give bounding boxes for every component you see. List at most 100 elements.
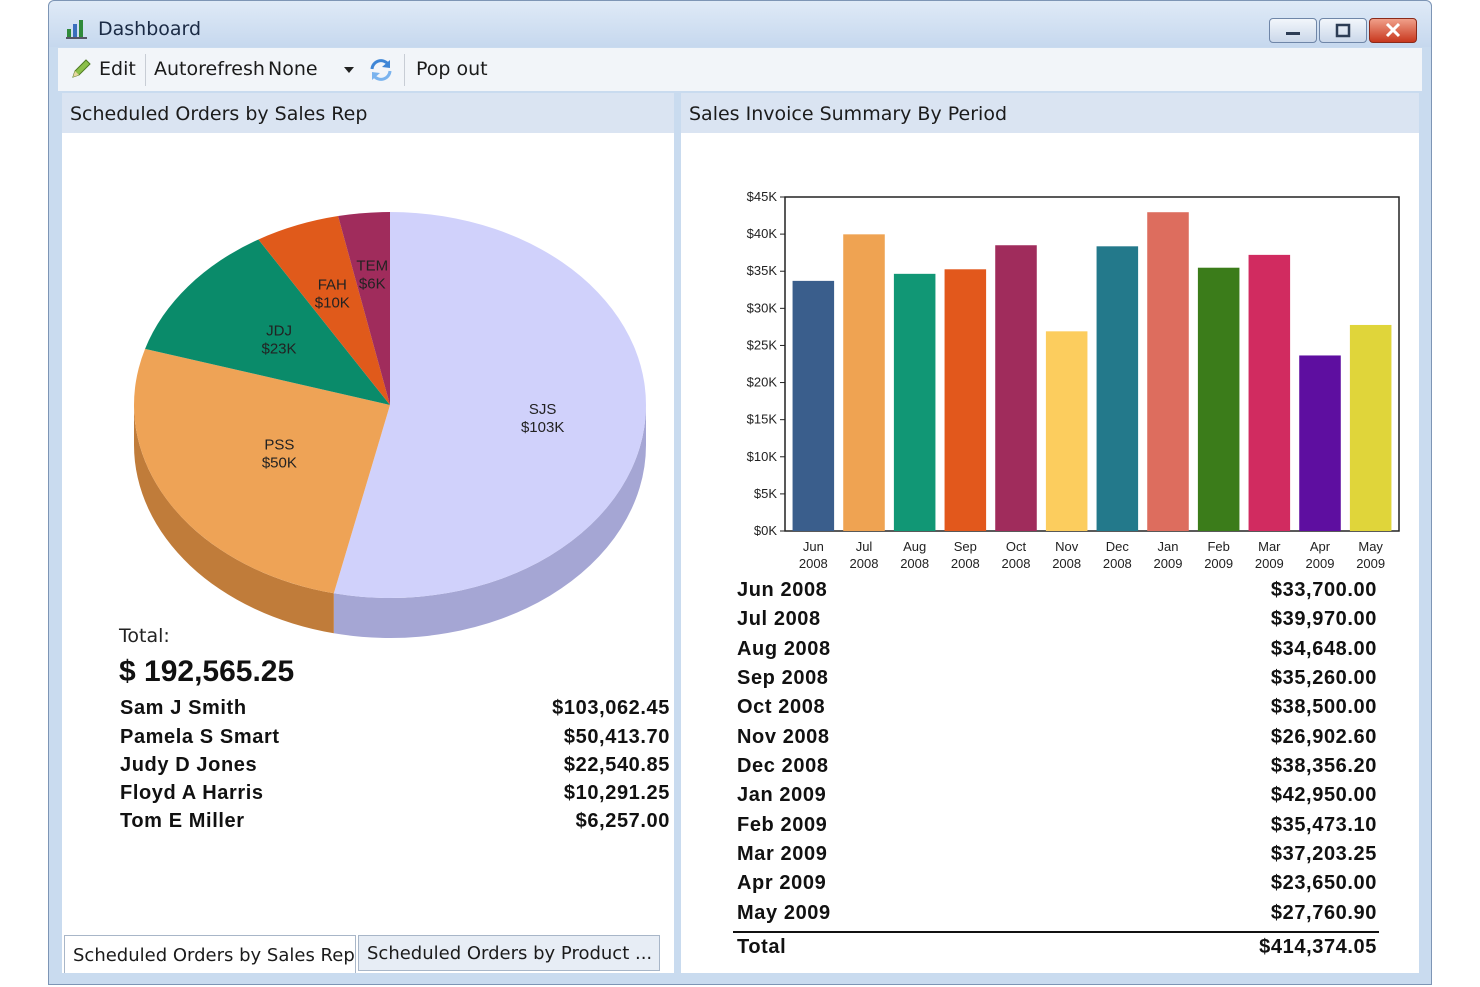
period-amount: $27,760.90 xyxy=(1270,902,1377,924)
bar-jun-2008 xyxy=(792,280,835,531)
x-tick-label-year: 2008 xyxy=(799,556,828,571)
toolbar-separator xyxy=(145,54,146,86)
panel-title: Sales Invoice Summary By Period xyxy=(689,103,1007,125)
table-row: Jun 2008 $33,700.00 xyxy=(737,579,1377,609)
bar-may-2009 xyxy=(1349,324,1392,531)
minimize-icon xyxy=(1286,32,1300,35)
x-tick-label-month: Sep xyxy=(954,539,977,554)
tab-by-product[interactable]: Scheduled Orders by Product ... xyxy=(358,935,660,971)
pie-label-value: $23K xyxy=(262,341,297,358)
dashboard-window: Dashboard Edit Autorefresh None Pop xyxy=(48,0,1432,985)
minimize-button[interactable] xyxy=(1269,18,1317,43)
edit-button[interactable]: Edit xyxy=(99,58,136,80)
y-tick-label: $15K xyxy=(747,412,778,427)
x-tick-label-year: 2008 xyxy=(951,556,980,571)
rep-name: Pamela S Smart xyxy=(120,726,280,748)
title-bar[interactable]: Dashboard xyxy=(49,1,1431,47)
period-label: May 2009 xyxy=(737,902,831,924)
close-button[interactable] xyxy=(1369,18,1417,43)
refresh-icon[interactable] xyxy=(368,57,394,83)
table-row: Oct 2008 $38,500.00 xyxy=(737,696,1377,726)
list-item: Sam J Smith $103,062.45 xyxy=(120,697,670,727)
period-label: Nov 2008 xyxy=(737,726,830,748)
pop-out-button[interactable]: Pop out xyxy=(416,58,488,80)
table-row: Feb 2009 $35,473.10 xyxy=(737,814,1377,844)
tab-sales-rep[interactable]: Scheduled Orders by Sales Rep xyxy=(64,935,356,973)
x-tick-label-month: Jul xyxy=(856,539,873,554)
x-tick-label-year: 2009 xyxy=(1204,556,1233,571)
x-tick-label-year: 2009 xyxy=(1154,556,1183,571)
pie-label-value: $6K xyxy=(359,275,386,292)
period-amount: $23,650.00 xyxy=(1270,872,1377,894)
total-value: $ 192,565.25 xyxy=(119,655,295,688)
table-row: Jan 2009 $42,950.00 xyxy=(737,784,1377,814)
x-tick-label-month: Nov xyxy=(1055,539,1079,554)
panel-header: Scheduled Orders by Sales Rep xyxy=(62,93,674,133)
x-tick-label-month: May xyxy=(1358,539,1383,554)
period-label: Sep 2008 xyxy=(737,667,829,689)
x-tick-label-month: Feb xyxy=(1207,539,1229,554)
bar-nov-2008 xyxy=(1045,331,1088,531)
x-tick-label-month: Jan xyxy=(1158,539,1179,554)
period-amount: $34,648.00 xyxy=(1270,638,1377,660)
pie-slice-sjs xyxy=(333,212,646,598)
pie-label-name: SJS xyxy=(529,401,557,418)
tab-label: Scheduled Orders by Sales Rep xyxy=(73,945,355,966)
pie-label-name: JDJ xyxy=(266,323,292,340)
period-amount: $26,902.60 xyxy=(1270,726,1377,748)
table-row: May 2009 $27,760.90 xyxy=(737,902,1377,932)
y-tick-label: $0K xyxy=(754,523,777,538)
rep-name: Sam J Smith xyxy=(120,697,247,719)
x-tick-label-year: 2009 xyxy=(1255,556,1284,571)
total-label: Total: xyxy=(119,625,170,647)
x-tick-label-month: Apr xyxy=(1310,539,1331,554)
pie-slice-jdj xyxy=(145,239,390,405)
list-item: Tom E Miller $6,257.00 xyxy=(120,810,670,840)
period-amount: $35,260.00 xyxy=(1270,667,1377,689)
rep-name: Judy D Jones xyxy=(120,754,258,776)
x-tick-label-month: Dec xyxy=(1106,539,1130,554)
x-tick-label-year: 2009 xyxy=(1356,556,1385,571)
table-row: Jul 2008 $39,970.00 xyxy=(737,608,1377,638)
period-label: Feb 2009 xyxy=(737,814,828,836)
toolbar-separator xyxy=(404,54,405,86)
autorefresh-select[interactable]: None xyxy=(264,54,360,86)
x-tick-label-month: Aug xyxy=(903,539,926,554)
list-item: Pamela S Smart $50,413.70 xyxy=(120,726,670,756)
chevron-down-icon xyxy=(344,67,354,73)
period-label: Aug 2008 xyxy=(737,638,831,660)
list-item: Floyd A Harris $10,291.25 xyxy=(120,782,670,812)
pie-label-value: $10K xyxy=(315,295,350,312)
y-tick-label: $35K xyxy=(747,263,778,278)
x-tick-label-month: Mar xyxy=(1258,539,1281,554)
period-label: Oct 2008 xyxy=(737,696,826,718)
period-label: Mar 2009 xyxy=(737,843,828,865)
list-item: Judy D Jones $22,540.85 xyxy=(120,754,670,784)
period-amount: $39,970.00 xyxy=(1270,608,1377,630)
pie-side-sjs xyxy=(333,405,646,638)
maximize-button[interactable] xyxy=(1319,18,1367,43)
total-label: Total xyxy=(737,936,787,958)
bar-aug-2008 xyxy=(893,273,936,531)
y-tick-label: $40K xyxy=(747,226,778,241)
pencil-icon xyxy=(72,59,91,78)
y-tick-label: $45K xyxy=(747,189,778,204)
bar-mar-2009 xyxy=(1248,254,1291,531)
total-divider xyxy=(733,931,1379,933)
bar-oct-2008 xyxy=(995,245,1037,531)
bar-jan-2009 xyxy=(1147,212,1189,531)
x-tick-label-year: 2008 xyxy=(850,556,879,571)
rep-name: Tom E Miller xyxy=(120,810,245,832)
pie-label-name: PSS xyxy=(264,437,294,454)
pie-slice-pss xyxy=(134,348,390,594)
period-label: Dec 2008 xyxy=(737,755,829,777)
bar-jul-2008 xyxy=(843,234,885,531)
pie-label-name: TEM xyxy=(356,257,388,274)
autorefresh-label: Autorefresh xyxy=(154,58,265,80)
table-total-row: Total $414,374.05 xyxy=(737,936,1377,966)
toolbar: Edit Autorefresh None Pop out xyxy=(58,48,1422,91)
maximize-icon xyxy=(1335,23,1351,38)
y-tick-label: $25K xyxy=(747,337,778,352)
bar-feb-2009 xyxy=(1197,267,1240,531)
period-label: Jan 2009 xyxy=(737,784,827,806)
